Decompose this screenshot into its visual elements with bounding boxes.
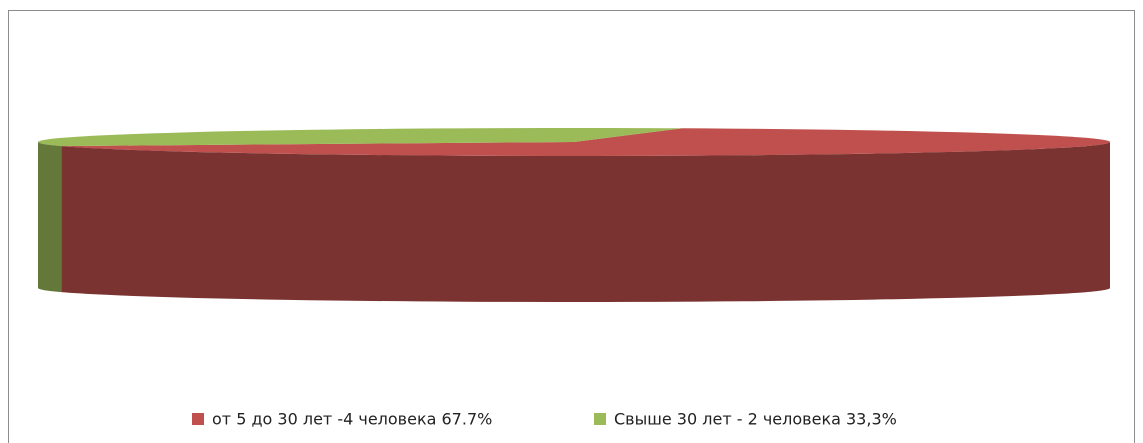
pie-slice-top	[38, 128, 683, 147]
legend-label: от 5 до 30 лет -4 человека 67.7%	[212, 410, 492, 429]
pie-slice-top	[61, 128, 1110, 157]
pie-slice-side	[61, 142, 1110, 302]
legend-swatch	[192, 413, 204, 425]
legend-swatch	[594, 413, 606, 425]
legend-label: Свыше 30 лет - 2 человека 33,3%	[614, 410, 897, 429]
pie-slice-side	[38, 142, 62, 293]
